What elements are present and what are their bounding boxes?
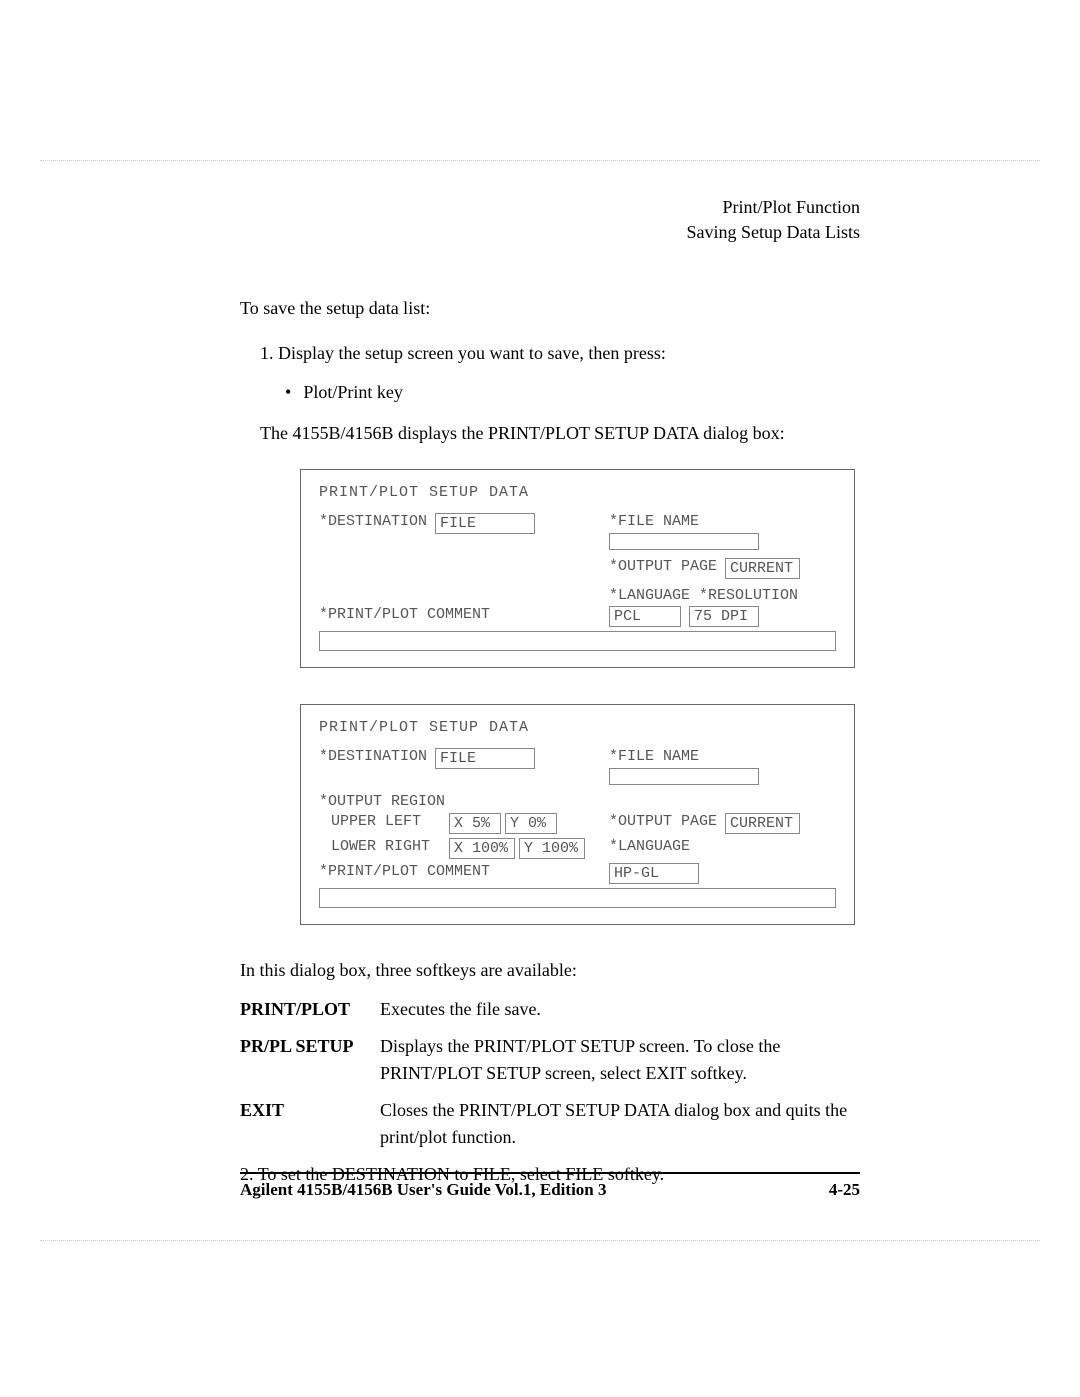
- softkey-2-desc: Displays the PRINT/PLOT SETUP screen. To…: [380, 1033, 860, 1087]
- step-1-text: Display the setup screen you want to sav…: [278, 343, 666, 363]
- step-1: 1. Display the setup screen you want to …: [260, 340, 860, 367]
- dialog1-title: PRINT/PLOT SETUP DATA: [319, 484, 836, 501]
- dialog1-destination-label: *DESTINATION: [319, 513, 427, 530]
- softkey-3-name: EXIT: [240, 1097, 380, 1151]
- intro-text: To save the setup data list:: [240, 295, 860, 322]
- dialog2-filename-label: *FILE NAME: [609, 748, 699, 765]
- after-dialogs-text: In this dialog box, three softkeys are a…: [240, 957, 860, 984]
- dialog2-comment-field[interactable]: [319, 888, 836, 908]
- softkey-table: PRINT/PLOT Executes the file save. PR/PL…: [240, 996, 860, 1151]
- dialog2-upperleft-x[interactable]: X 5%: [449, 813, 501, 834]
- dialog1-comment-label: *PRINT/PLOT COMMENT: [319, 606, 490, 623]
- page-content: Print/Plot Function Saving Setup Data Li…: [240, 195, 860, 1188]
- page-footer: Agilent 4155B/4156B User's Guide Vol.1, …: [240, 1172, 860, 1200]
- dialog2-upperleft-label: UPPER LEFT: [319, 813, 449, 830]
- dialog2-destination-label: *DESTINATION: [319, 748, 427, 765]
- dialog-box-2: PRINT/PLOT SETUP DATA *DESTINATION FILE …: [300, 704, 855, 925]
- dialog2-lowerright-label: LOWER RIGHT: [319, 838, 449, 855]
- dialog1-filename-label: *FILE NAME: [609, 513, 699, 530]
- page-header: Print/Plot Function Saving Setup Data Li…: [240, 195, 860, 245]
- scan-artifact-bottom: [40, 1240, 1040, 1241]
- dialog2-outputpage-label: *OUTPUT PAGE: [609, 813, 717, 830]
- dialog2-language-field[interactable]: HP-GL: [609, 863, 699, 884]
- dialog2-filename-field[interactable]: [609, 768, 759, 785]
- dialog2-region-label: *OUTPUT REGION: [319, 793, 445, 810]
- step-1-number: 1.: [260, 343, 274, 363]
- dialog1-language-label: *LANGUAGE: [609, 587, 699, 604]
- dialog2-language-label: *LANGUAGE: [609, 838, 690, 855]
- dialog2-destination-field[interactable]: FILE: [435, 748, 535, 769]
- dialog2-lowerright-y[interactable]: Y 100%: [519, 838, 585, 859]
- softkey-1-desc: Executes the file save.: [380, 996, 860, 1023]
- footer-left: Agilent 4155B/4156B User's Guide Vol.1, …: [240, 1180, 607, 1200]
- dialog2-outputpage-field[interactable]: CURRENT: [725, 813, 800, 834]
- step-1-bullet: Plot/Print key: [285, 379, 860, 406]
- dialog1-resolution-field[interactable]: 75 DPI: [689, 606, 759, 627]
- header-line-1: Print/Plot Function: [240, 195, 860, 220]
- footer-right: 4-25: [829, 1180, 860, 1200]
- scan-artifact-top: [40, 160, 1040, 161]
- dialog1-language-field[interactable]: PCL: [609, 606, 681, 627]
- softkey-1-name: PRINT/PLOT: [240, 996, 380, 1023]
- dialog1-outputpage-label: *OUTPUT PAGE: [609, 558, 717, 575]
- dialog2-comment-label: *PRINT/PLOT COMMENT: [319, 863, 490, 880]
- dialog1-filename-field[interactable]: [609, 533, 759, 550]
- dialog1-outputpage-field[interactable]: CURRENT: [725, 558, 800, 579]
- dialog1-destination-field[interactable]: FILE: [435, 513, 535, 534]
- dialog2-lowerright-x[interactable]: X 100%: [449, 838, 515, 859]
- dialog1-resolution-label: *RESOLUTION: [699, 587, 798, 604]
- dialog1-comment-field[interactable]: [319, 631, 836, 651]
- dialog-box-1: PRINT/PLOT SETUP DATA *DESTINATION FILE …: [300, 469, 855, 668]
- header-line-2: Saving Setup Data Lists: [240, 220, 860, 245]
- dialog2-title: PRINT/PLOT SETUP DATA: [319, 719, 836, 736]
- softkey-3-desc: Closes the PRINT/PLOT SETUP DATA dialog …: [380, 1097, 860, 1151]
- dialog2-upperleft-y[interactable]: Y 0%: [505, 813, 557, 834]
- softkey-2-name: PR/PL SETUP: [240, 1033, 380, 1087]
- step-1-after: The 4155B/4156B displays the PRINT/PLOT …: [260, 420, 860, 447]
